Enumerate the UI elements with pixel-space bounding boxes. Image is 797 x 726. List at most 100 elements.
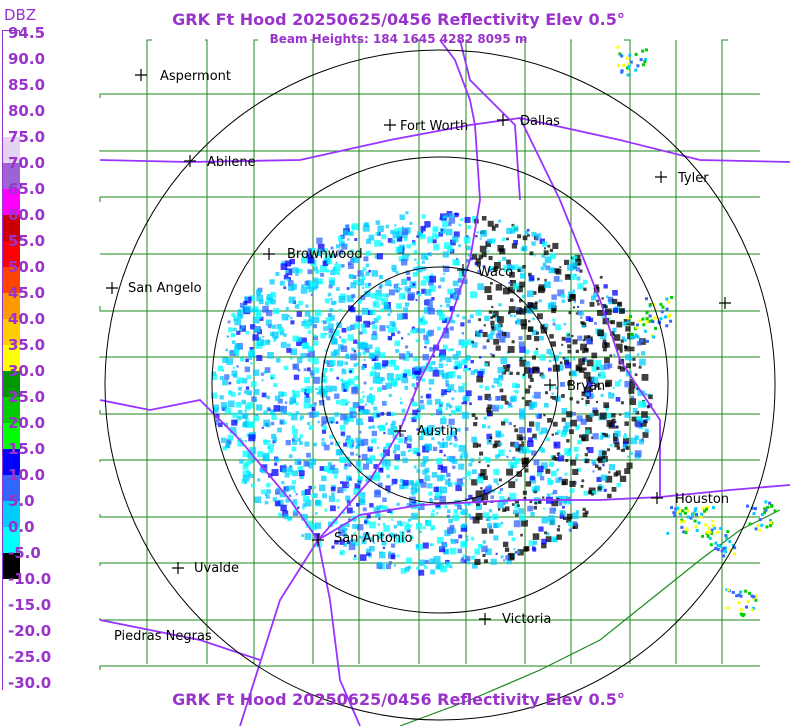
- echo-pixel: [250, 362, 253, 365]
- legend-label: 0.0: [8, 518, 35, 536]
- echo-pixel: [296, 357, 303, 364]
- echo-pixel: [607, 296, 614, 303]
- echo-pixel: [462, 316, 466, 320]
- echo-pixel: [263, 410, 268, 415]
- echo-pixel: [244, 296, 252, 304]
- echo-pixel: [547, 418, 552, 423]
- echo-pixel: [248, 421, 255, 428]
- echo-pixel: [471, 479, 478, 486]
- echo-pixel: [496, 396, 501, 400]
- highway: [317, 539, 361, 726]
- echo-pixel: [240, 357, 245, 362]
- echo-pixel: [481, 528, 488, 534]
- echo-pixel: [509, 449, 512, 452]
- echo-pixel: [502, 541, 509, 548]
- echo-pixel: [394, 426, 398, 429]
- echo-pixel: [232, 412, 238, 418]
- echo-pixel: [326, 269, 330, 273]
- echo-pixel: [503, 264, 507, 268]
- echo-pixel: [538, 431, 543, 435]
- echo-pixel: [233, 373, 238, 378]
- echo-pixel: [368, 269, 371, 273]
- echo-pixel: [574, 274, 577, 277]
- echo-pixel: [442, 415, 446, 419]
- echo-pixel: [564, 448, 571, 456]
- echo-pixel: [511, 382, 518, 389]
- echo-pixel: [403, 521, 406, 524]
- echo-pixel: [364, 520, 368, 524]
- echo-pixel: [519, 346, 526, 353]
- echo-pixel: [414, 413, 421, 420]
- echo-pixel: [481, 216, 487, 221]
- echo-pixel: [443, 344, 448, 350]
- echo-pixel: [291, 398, 296, 403]
- echo-pixel: [250, 460, 254, 464]
- echo-pixel: [371, 333, 378, 341]
- echo-pixel: [391, 239, 396, 244]
- echo-pixel: [571, 370, 577, 376]
- echo-pixel: [394, 340, 401, 347]
- echo-pixel: [285, 498, 290, 503]
- echo-pixel: [230, 392, 236, 397]
- echo-pixel: [468, 513, 472, 517]
- echo-pixel: [458, 223, 462, 227]
- echo-pixel: [355, 315, 362, 322]
- echo-pixel: [613, 437, 618, 442]
- echo-pixel: [611, 423, 614, 426]
- echo-pixel: [572, 512, 579, 519]
- echo-pixel: [498, 303, 502, 307]
- echo-pixel: [503, 266, 509, 272]
- echo-pixel: [446, 303, 450, 308]
- echo-pixel: [441, 389, 447, 395]
- echo-pixel: [250, 381, 257, 388]
- echo-pixel: [440, 466, 448, 473]
- echo-pixel: [492, 315, 496, 318]
- echo-pixel: [316, 269, 319, 272]
- echo-pixel: [282, 410, 287, 415]
- echo-pixel: [378, 275, 383, 280]
- echo-pixel: [487, 333, 494, 340]
- echo-pixel: [486, 517, 491, 522]
- echo-pixel: [305, 284, 311, 290]
- echo-pixel: [523, 447, 530, 454]
- echo-pixel: [237, 377, 244, 384]
- echo-pixel: [416, 235, 419, 238]
- echo-pixel: [289, 258, 295, 265]
- echo-pixel: [231, 313, 236, 317]
- echo-pixel: [475, 258, 481, 264]
- echo-pixel: [362, 391, 365, 394]
- echo-pixel: [513, 509, 518, 515]
- city-label: San Angelo: [128, 281, 202, 296]
- echo-pixel: [494, 262, 501, 269]
- echo-pixel: [411, 401, 417, 407]
- echo-pixel: [245, 386, 250, 390]
- echo-pixel: [769, 521, 773, 524]
- echo-pixel: [460, 559, 465, 564]
- echo-pixel: [438, 285, 442, 289]
- echo-pixel: [440, 229, 444, 232]
- echo-pixel: [429, 498, 433, 503]
- echo-pixel: [506, 227, 513, 234]
- echo-pixel: [378, 425, 383, 430]
- echo-pixel: [347, 401, 350, 404]
- echo-pixel: [534, 502, 538, 505]
- echo-pixel: [420, 233, 426, 240]
- echo-pixel: [383, 446, 387, 450]
- echo-pixel: [448, 478, 451, 481]
- echo-pixel: [529, 378, 534, 382]
- echo-pixel: [242, 463, 249, 470]
- echo-pixel: [535, 347, 538, 351]
- echo-pixel: [483, 512, 489, 519]
- echo-pixel: [487, 425, 491, 429]
- echo-pixel: [275, 272, 280, 276]
- echo-pixel: [566, 335, 571, 339]
- echo-pixel: [448, 413, 452, 417]
- echo-pixel: [400, 568, 407, 574]
- echo-pixel: [538, 526, 544, 532]
- echo-pixel: [360, 295, 366, 301]
- echo-pixel: [402, 479, 409, 486]
- echo-pixel: [549, 518, 556, 525]
- echo-pixel: [346, 475, 352, 481]
- echo-pixel: [381, 234, 387, 240]
